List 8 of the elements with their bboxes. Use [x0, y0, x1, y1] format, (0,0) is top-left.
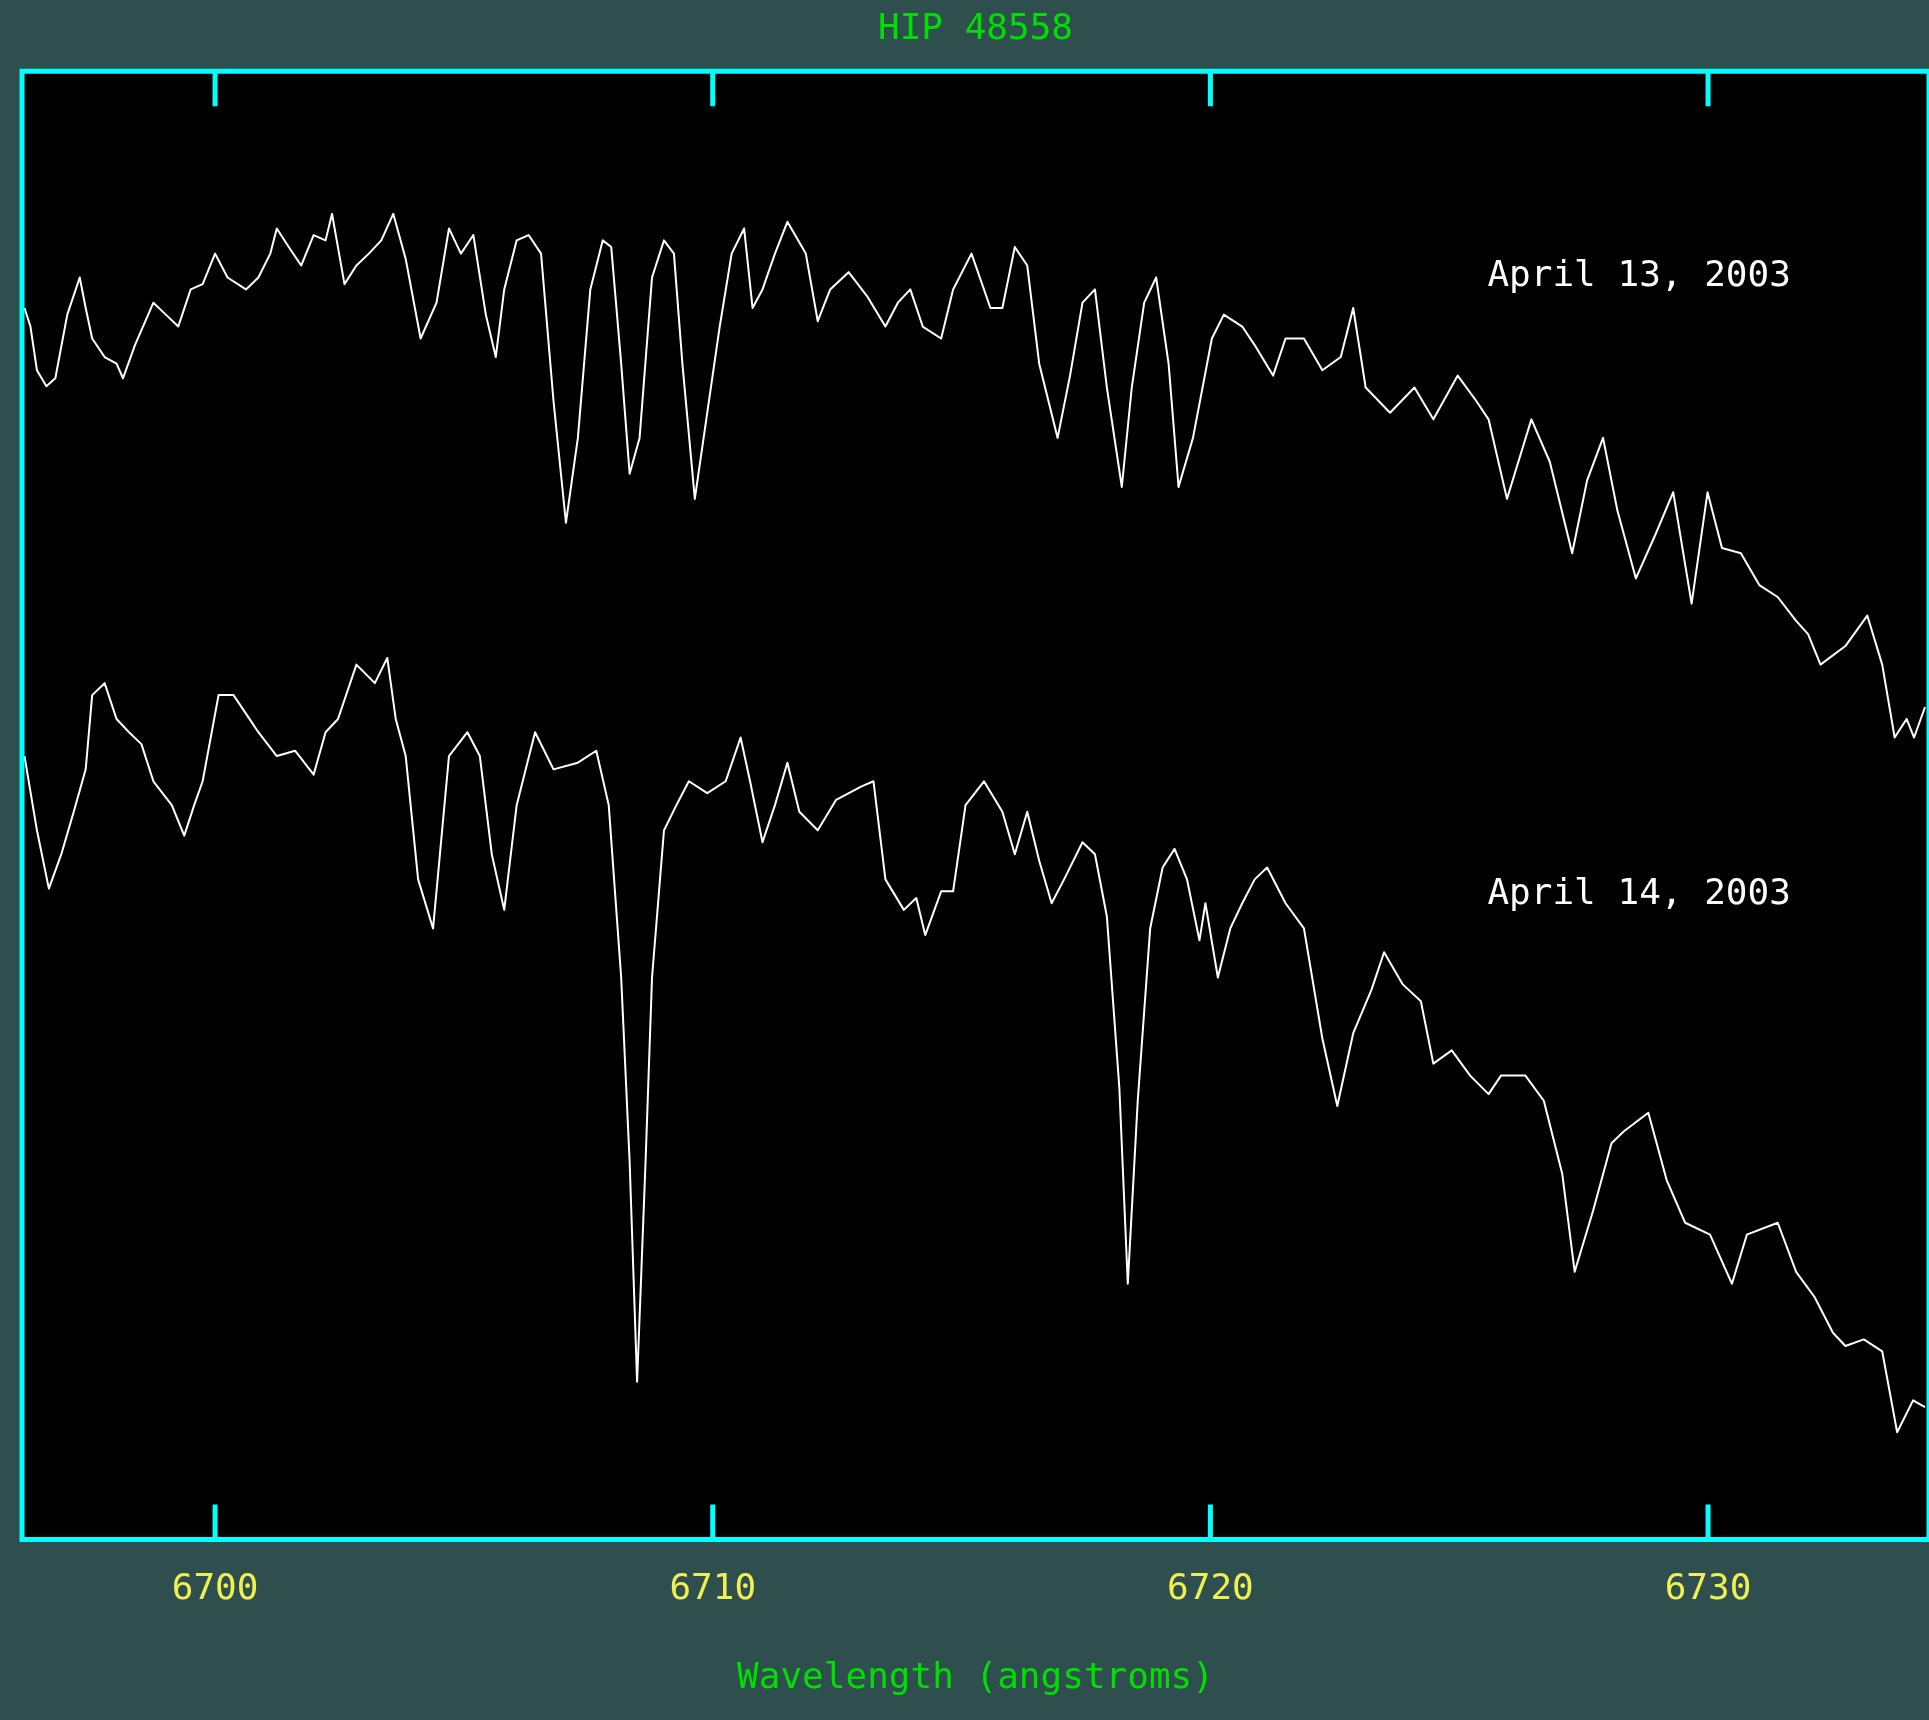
x-tick-label: 6720 — [1167, 1565, 1254, 1607]
x-tick-label: 6710 — [669, 1565, 757, 1607]
annotation: April 14, 2003 — [1487, 871, 1791, 913]
chart-title: HIP 48558 — [877, 5, 1074, 47]
annotation: April 13, 2003 — [1487, 253, 1791, 295]
x-axis-title: Wavelength (angstroms) — [737, 1654, 1214, 1696]
x-tick-label: 6700 — [171, 1565, 259, 1607]
x-tick-label: 6730 — [1664, 1565, 1752, 1607]
